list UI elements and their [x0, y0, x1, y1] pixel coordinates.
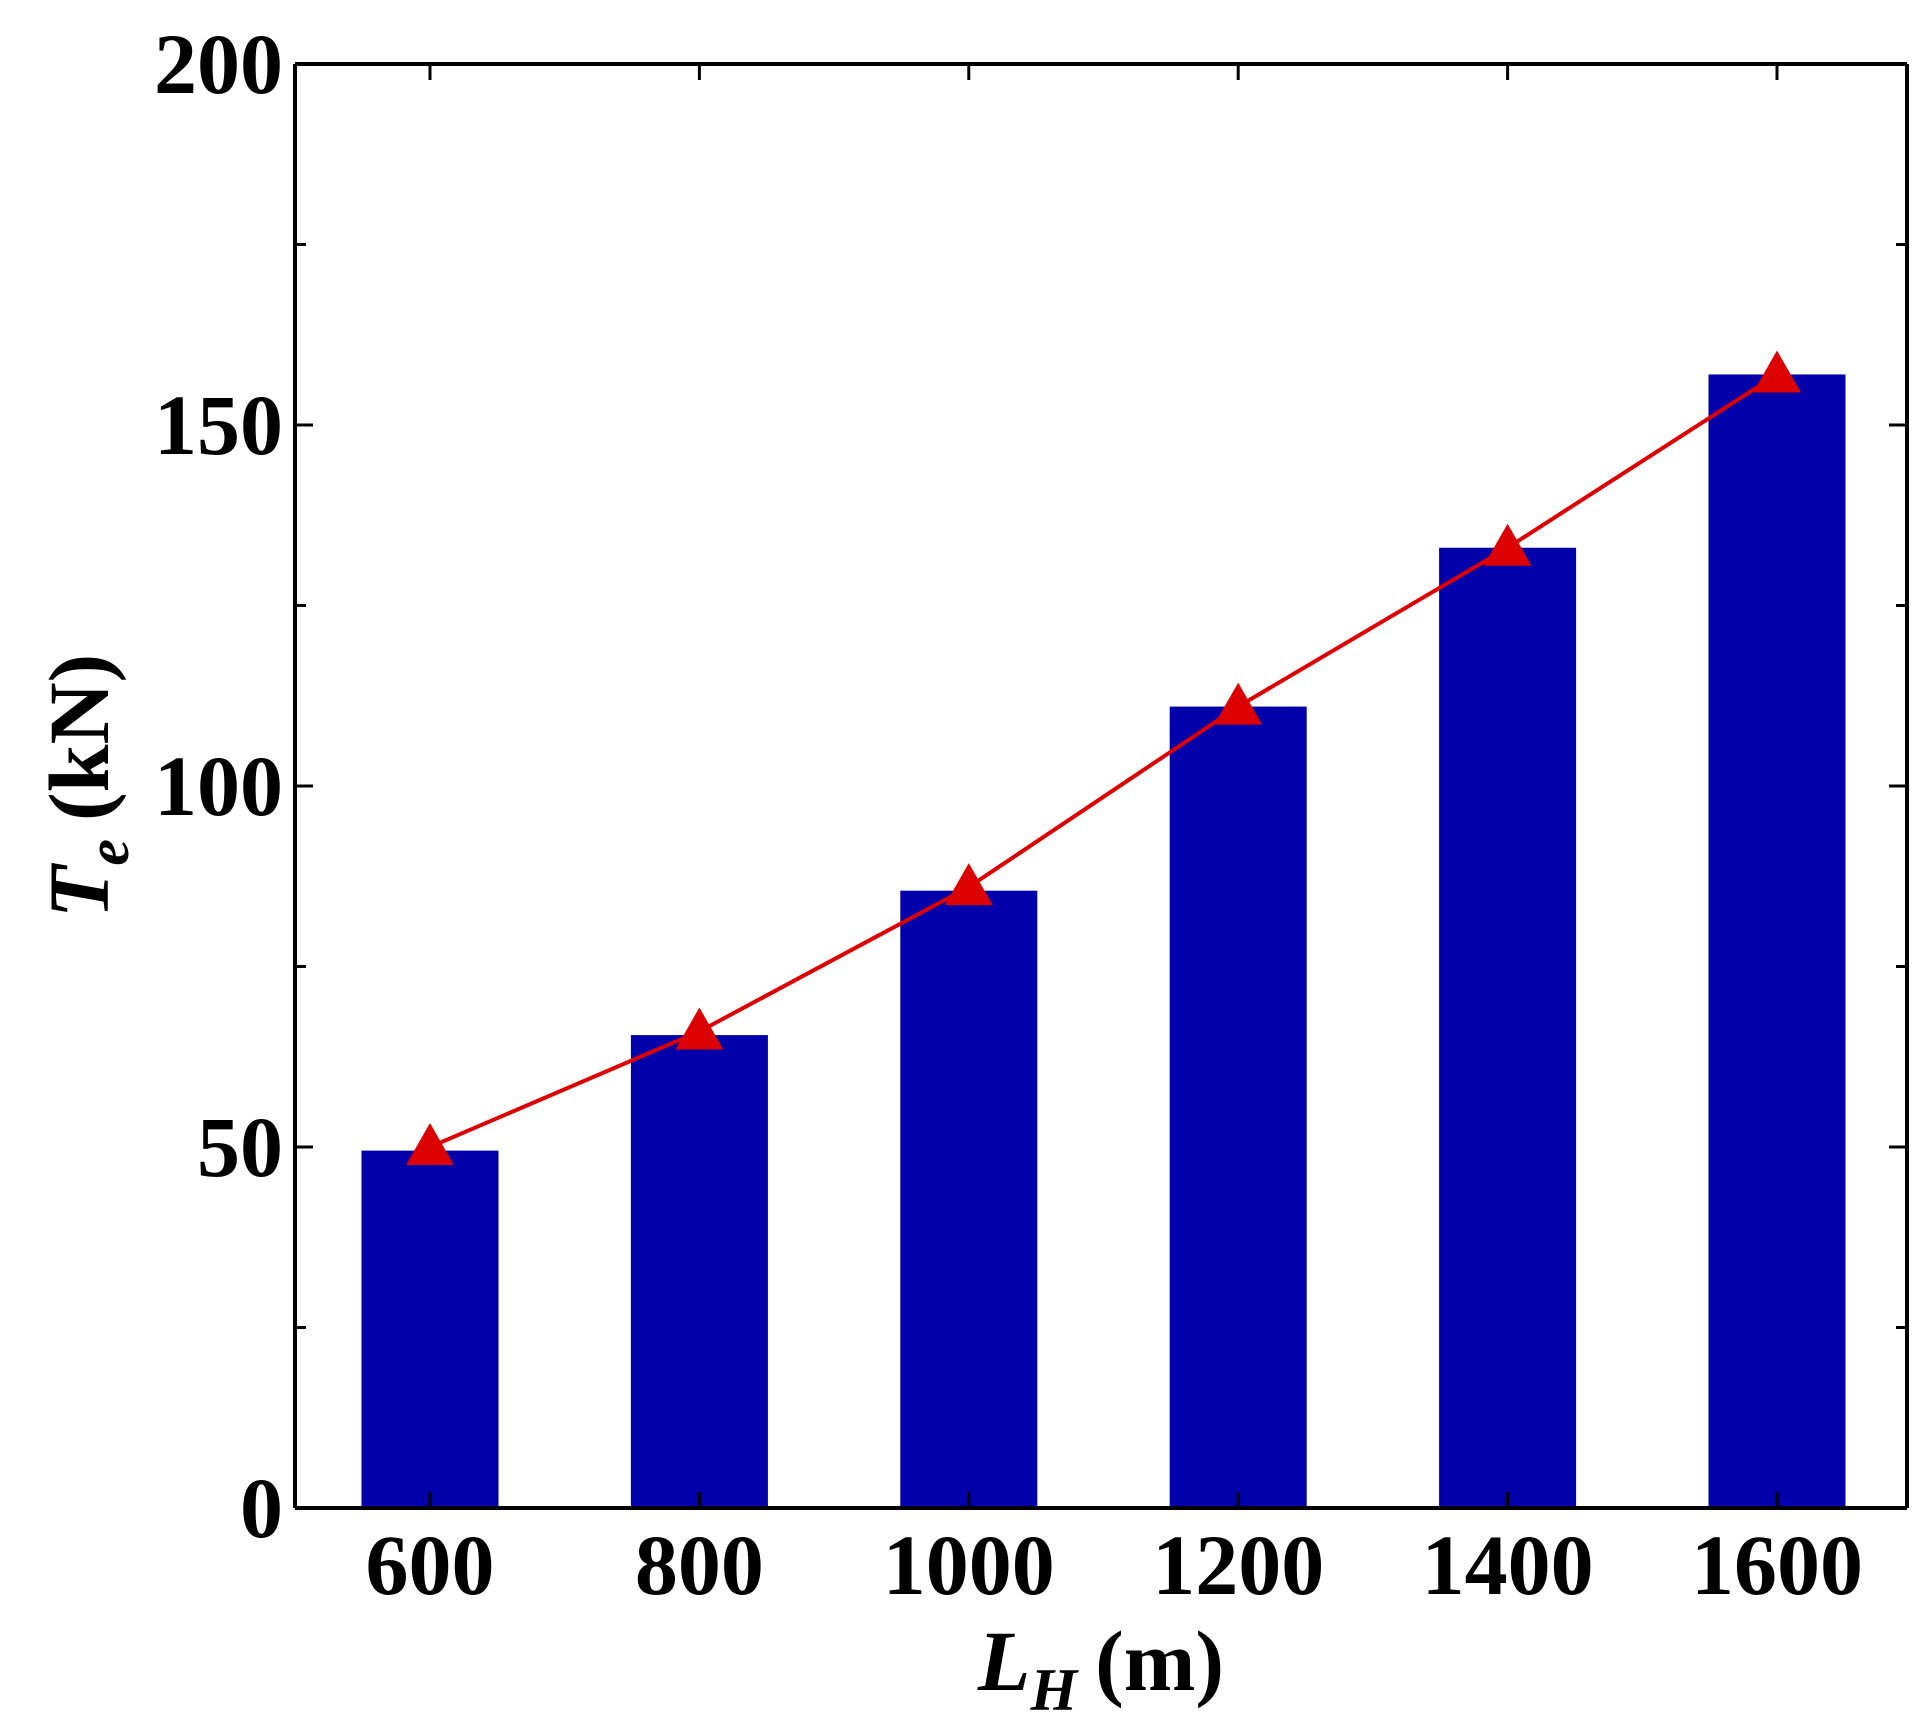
- bar: [1439, 547, 1577, 1508]
- line-series-group: [406, 350, 1801, 1165]
- bar: [1708, 374, 1846, 1509]
- bar: [900, 890, 1038, 1508]
- y-axis-label: Te (kN): [31, 654, 141, 918]
- x-axis-label-unit: (m): [1095, 1613, 1224, 1709]
- y-axis-label-subscript: e: [75, 839, 141, 866]
- y-tick-label: 100: [154, 738, 283, 834]
- x-tick-label: 1000: [883, 1517, 1055, 1613]
- y-axis-label-symbol: T: [31, 862, 127, 918]
- y-tick-label: 50: [197, 1099, 283, 1195]
- data-point-triangle: [406, 1123, 454, 1165]
- y-tick-label: 0: [240, 1460, 283, 1556]
- x-axis-label: LH (m): [977, 1613, 1224, 1719]
- x-axis-label-subscript: H: [1029, 1657, 1079, 1719]
- x-tick-label: 1200: [1152, 1517, 1324, 1613]
- x-tick-label: 1600: [1691, 1517, 1863, 1613]
- bar: [1169, 706, 1307, 1508]
- data-point-triangle: [1214, 682, 1263, 725]
- data-point-triangle: [944, 863, 993, 906]
- y-tick-label: 150: [154, 377, 283, 473]
- axes-group: [293, 62, 1909, 1510]
- y-tick-label: 200: [154, 16, 283, 112]
- bar: [361, 1150, 499, 1508]
- data-point-triangle: [1753, 350, 1801, 393]
- data-point-triangle: [675, 1007, 724, 1050]
- x-axis-label-symbol: L: [977, 1613, 1031, 1709]
- bar: [630, 1035, 768, 1508]
- bars-group: [361, 374, 1846, 1509]
- x-tick-label: 1400: [1422, 1517, 1594, 1613]
- y-axis-label-unit: (kN): [31, 654, 127, 821]
- data-point-triangle: [1483, 523, 1532, 566]
- labels-group: 0 50 100 150 200 600 800 1000 1200 1400 1600 LH (m) T…: [31, 16, 1863, 1719]
- x-tick-label: 800: [635, 1517, 764, 1613]
- series-line: [429, 372, 1779, 1149]
- x-tick-label: 600: [366, 1517, 495, 1613]
